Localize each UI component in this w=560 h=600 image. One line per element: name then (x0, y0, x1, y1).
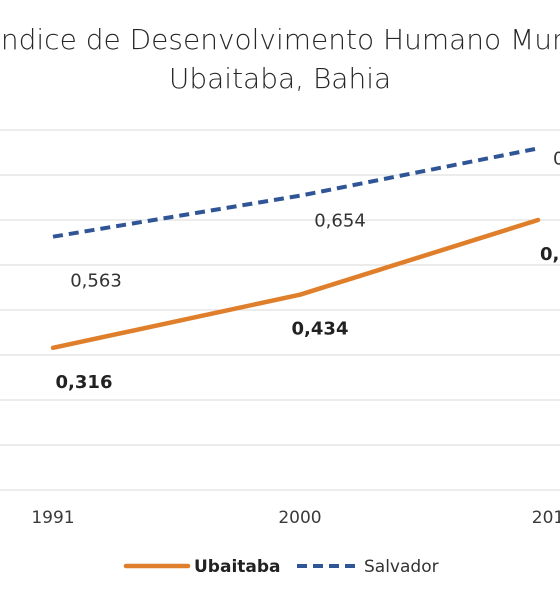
x-tick-label: 201 (532, 508, 560, 528)
series-lines (50, 146, 541, 351)
x-axis-ticks: 1991 2000 201 (31, 508, 560, 528)
title-line-2: Ubaitaba, Bahia (169, 62, 391, 95)
data-label-salvador: 0 (553, 148, 560, 169)
data-label-ubaitaba: 0,316 (56, 372, 113, 393)
title: Índice de Desenvolvimento Humano Municip… (0, 22, 560, 95)
legend-label-ubaitaba: Ubaitaba (194, 557, 281, 577)
series-line-salvador (52, 146, 539, 239)
data-label-ubaitaba: 0,434 (292, 319, 349, 340)
data-labels: 0,316 0,434 0,6 0,563 0,654 0 (56, 148, 560, 392)
legend-label-salvador: Salvador (364, 557, 439, 577)
grid (0, 129, 560, 491)
data-label-salvador: 0,654 (314, 211, 366, 232)
x-tick-label: 2000 (278, 508, 321, 528)
legend: Ubaitaba Salvador (123, 557, 439, 577)
series-line-ubaitaba (50, 217, 541, 351)
title-line-1: Índice de Desenvolvimento Humano Municip… (0, 22, 560, 56)
data-label-salvador: 0,563 (70, 271, 122, 292)
x-tick-label: 1991 (31, 508, 74, 528)
data-label-ubaitaba: 0,6 (540, 244, 560, 265)
